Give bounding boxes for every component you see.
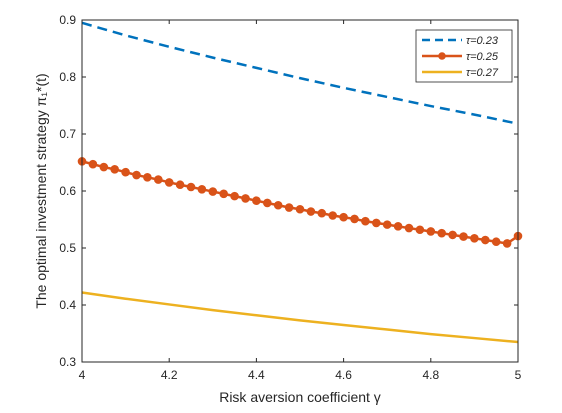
series-2-point bbox=[99, 162, 109, 172]
x-tick-label: 4.2 bbox=[161, 368, 178, 382]
series-2-point bbox=[197, 184, 207, 194]
y-tick-label: 0.9 bbox=[59, 13, 76, 27]
series-2-point bbox=[241, 194, 250, 203]
series-2-point bbox=[132, 170, 141, 180]
legend: τ=0.23 τ=0.25 τ=0.27 bbox=[415, 29, 513, 83]
x-tick-label: 4 bbox=[79, 368, 86, 382]
series-2-point bbox=[164, 178, 174, 187]
series-2-point bbox=[273, 200, 283, 210]
y-tick-label: 0.4 bbox=[59, 298, 76, 312]
series-2-point bbox=[393, 222, 403, 231]
series-2-point bbox=[219, 189, 228, 199]
series-2-point bbox=[350, 214, 359, 224]
x-tick-label: 4.8 bbox=[422, 368, 439, 382]
series-2-point bbox=[306, 207, 316, 216]
series-2-point bbox=[502, 239, 512, 248]
axis-ticks: 4 4.2 4.4 4.6 4.8 5 0.3 0.4 0.5 0.6 0.7 0.8 0.9 bbox=[59, 13, 521, 382]
series-2-point bbox=[361, 216, 370, 226]
x-tick-label: 4.4 bbox=[248, 368, 265, 382]
series-2-point bbox=[154, 175, 163, 184]
series-2-point bbox=[88, 159, 98, 169]
series-2-point bbox=[328, 211, 338, 220]
series-2-point bbox=[426, 227, 436, 236]
series-2-point bbox=[121, 167, 130, 177]
series-2-point bbox=[208, 187, 218, 196]
legend-label-2: τ=0.25 bbox=[466, 51, 499, 63]
series-2-point bbox=[143, 173, 152, 182]
legend-marker-2 bbox=[438, 52, 446, 60]
series-2-point bbox=[110, 165, 119, 174]
series-2-point bbox=[295, 204, 305, 214]
legend-label-3: τ=0.27 bbox=[466, 67, 499, 79]
legend-label-1: τ=0.23 bbox=[466, 35, 499, 47]
y-tick-label: 0.7 bbox=[59, 127, 76, 141]
series-2-point bbox=[317, 208, 327, 218]
series-2-point bbox=[404, 223, 414, 233]
series-2-point bbox=[459, 232, 468, 241]
series-2-point bbox=[437, 228, 447, 238]
y-tick-label: 0.3 bbox=[59, 355, 76, 369]
series-2-point bbox=[339, 212, 348, 222]
series-2-point bbox=[470, 234, 479, 243]
series-2-point bbox=[448, 230, 457, 240]
series-2-point bbox=[415, 225, 425, 235]
y-tick-label: 0.5 bbox=[59, 241, 76, 255]
series-2-point bbox=[263, 198, 272, 208]
series-2-point bbox=[372, 218, 381, 228]
series-2-point bbox=[186, 182, 196, 192]
x-tick-label: 4.6 bbox=[335, 368, 352, 382]
series-2-point bbox=[382, 220, 392, 229]
x-axis-label: Risk aversion coefficient γ bbox=[219, 389, 381, 405]
series-line-3 bbox=[81, 291, 519, 344]
series-2-point bbox=[175, 180, 185, 190]
y-axis-label: The optimal investment strategy π₁*(t) bbox=[33, 73, 49, 308]
series-2-point bbox=[252, 196, 261, 205]
series-2-point bbox=[491, 237, 501, 247]
series-2-point bbox=[284, 203, 294, 212]
series-line-1 bbox=[81, 21, 519, 125]
y-tick-label: 0.6 bbox=[59, 184, 76, 198]
series-2-point bbox=[230, 191, 239, 201]
series-2-point bbox=[481, 235, 490, 245]
y-tick-label: 0.8 bbox=[59, 70, 76, 84]
x-tick-label: 5 bbox=[515, 368, 522, 382]
series-layer bbox=[77, 21, 523, 344]
